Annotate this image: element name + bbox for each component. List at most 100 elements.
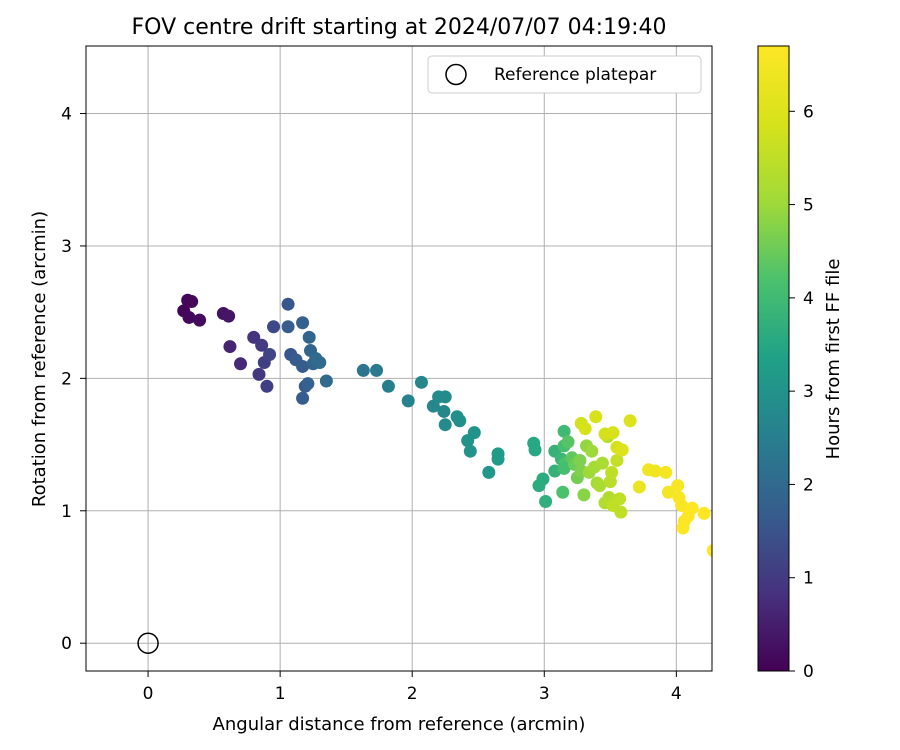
scatter-point (675, 498, 689, 512)
scatter-point (263, 348, 277, 362)
x-tick-label: 4 (671, 684, 682, 704)
colorbar-tick-label: 4 (803, 289, 814, 309)
scatter-point (296, 391, 310, 405)
legend-box (427, 55, 702, 94)
scatter-point (632, 480, 646, 494)
scatter-point (185, 295, 199, 309)
scatter-point (613, 492, 627, 506)
colorbar-ticks: 0 1 2 3 4 5 6 (789, 102, 814, 682)
scatter-point (605, 465, 619, 479)
scatter-point (539, 495, 553, 509)
scatter-point (193, 313, 207, 327)
scatter-point (313, 355, 327, 369)
scatter-point (281, 320, 295, 334)
scatter-point (381, 379, 395, 393)
scatter-point (267, 320, 281, 334)
scatter-point (356, 363, 370, 377)
scatter-point (697, 506, 711, 520)
chart-title: FOV centre drift starting at 2024/07/07 … (132, 15, 667, 40)
scatter-point (438, 418, 452, 432)
scatter-point (671, 479, 685, 493)
scatter-point (491, 452, 505, 466)
scatter-point (536, 472, 550, 486)
scatter-point (648, 464, 662, 478)
y-axis-label: Rotation from reference (arcmin) (29, 211, 50, 507)
scatter-point (589, 410, 603, 424)
scatter-point (260, 379, 274, 393)
reference-marker-group (137, 632, 159, 654)
scatter-point (623, 414, 637, 428)
legend: Reference platepar (427, 55, 702, 94)
colorbar-tick-label: 5 (803, 196, 814, 216)
scatter-point (706, 544, 712, 557)
scatter-point (585, 444, 599, 458)
x-axis-ticks: 0 1 2 3 4 (143, 671, 682, 704)
x-tick-label: 1 (275, 684, 286, 704)
scatter-point (319, 374, 333, 388)
scatter-point (437, 404, 451, 418)
scatter-point (414, 375, 428, 389)
scatter-point (296, 316, 310, 330)
scatter-point (573, 453, 587, 467)
scatter-point (370, 363, 384, 377)
scatter-point (659, 465, 673, 479)
colorbar: 0 1 2 3 4 5 6 Hours from first FF file (757, 45, 844, 682)
scatter-point (615, 443, 629, 457)
colorbar-tick-label: 0 (803, 662, 814, 682)
y-tick-label: 1 (61, 502, 72, 522)
scatter-point (438, 390, 452, 404)
colorbar-label: Hours from first FF file (823, 259, 844, 460)
scatter-point (610, 453, 624, 467)
y-tick-label: 2 (61, 369, 72, 389)
reference-platepar-marker (137, 632, 159, 654)
axes-frame (85, 45, 713, 672)
gridlines (86, 46, 712, 671)
scatter-point (453, 414, 467, 428)
x-axis-label: Angular distance from reference (arcmin) (213, 714, 586, 735)
scatter-point (528, 443, 542, 457)
y-tick-label: 0 (61, 634, 72, 654)
legend-entry-reference-platepar: Reference platepar (494, 65, 656, 85)
scatter-point (252, 367, 266, 381)
scatter-point (482, 465, 496, 479)
x-tick-label: 2 (407, 684, 418, 704)
y-axis-ticks: 0 1 2 3 4 (61, 105, 86, 654)
scatter-point (222, 309, 236, 323)
scatter-point (556, 485, 570, 499)
scatter-point (577, 488, 591, 502)
scatter-point (561, 435, 575, 449)
colorbar-gradient (757, 45, 790, 672)
scatter-point (676, 521, 690, 535)
y-tick-label: 4 (61, 105, 72, 125)
scatter-point (247, 330, 261, 344)
y-tick-label: 3 (61, 237, 72, 257)
scatter-point (182, 310, 196, 324)
scatter-point (302, 330, 316, 344)
scatter-point (401, 394, 415, 408)
data-points (177, 293, 712, 557)
scatter-point (578, 422, 592, 436)
scatter-point (557, 461, 571, 475)
colorbar-tick-label: 3 (803, 382, 814, 402)
scatter-point (614, 505, 628, 519)
scatter-point (223, 340, 237, 354)
scatter-point (463, 444, 477, 458)
scatter-point (685, 501, 699, 515)
scatter-point (234, 357, 248, 371)
x-tick-label: 3 (539, 684, 550, 704)
scatter-point (595, 456, 609, 470)
scatter-point (606, 426, 620, 440)
legend-marker (445, 63, 467, 86)
scatter-point (281, 297, 295, 311)
x-tick-label: 0 (143, 684, 154, 704)
scatter-point (467, 426, 481, 440)
colorbar-tick-label: 2 (803, 475, 814, 495)
scatter-point (255, 338, 269, 352)
scatter-point (301, 377, 315, 391)
scatter-point (296, 359, 310, 373)
scatter-point (661, 485, 675, 499)
scatter-point (557, 424, 571, 438)
colorbar-tick-label: 1 (803, 569, 814, 589)
colorbar-tick-label: 6 (803, 102, 814, 122)
